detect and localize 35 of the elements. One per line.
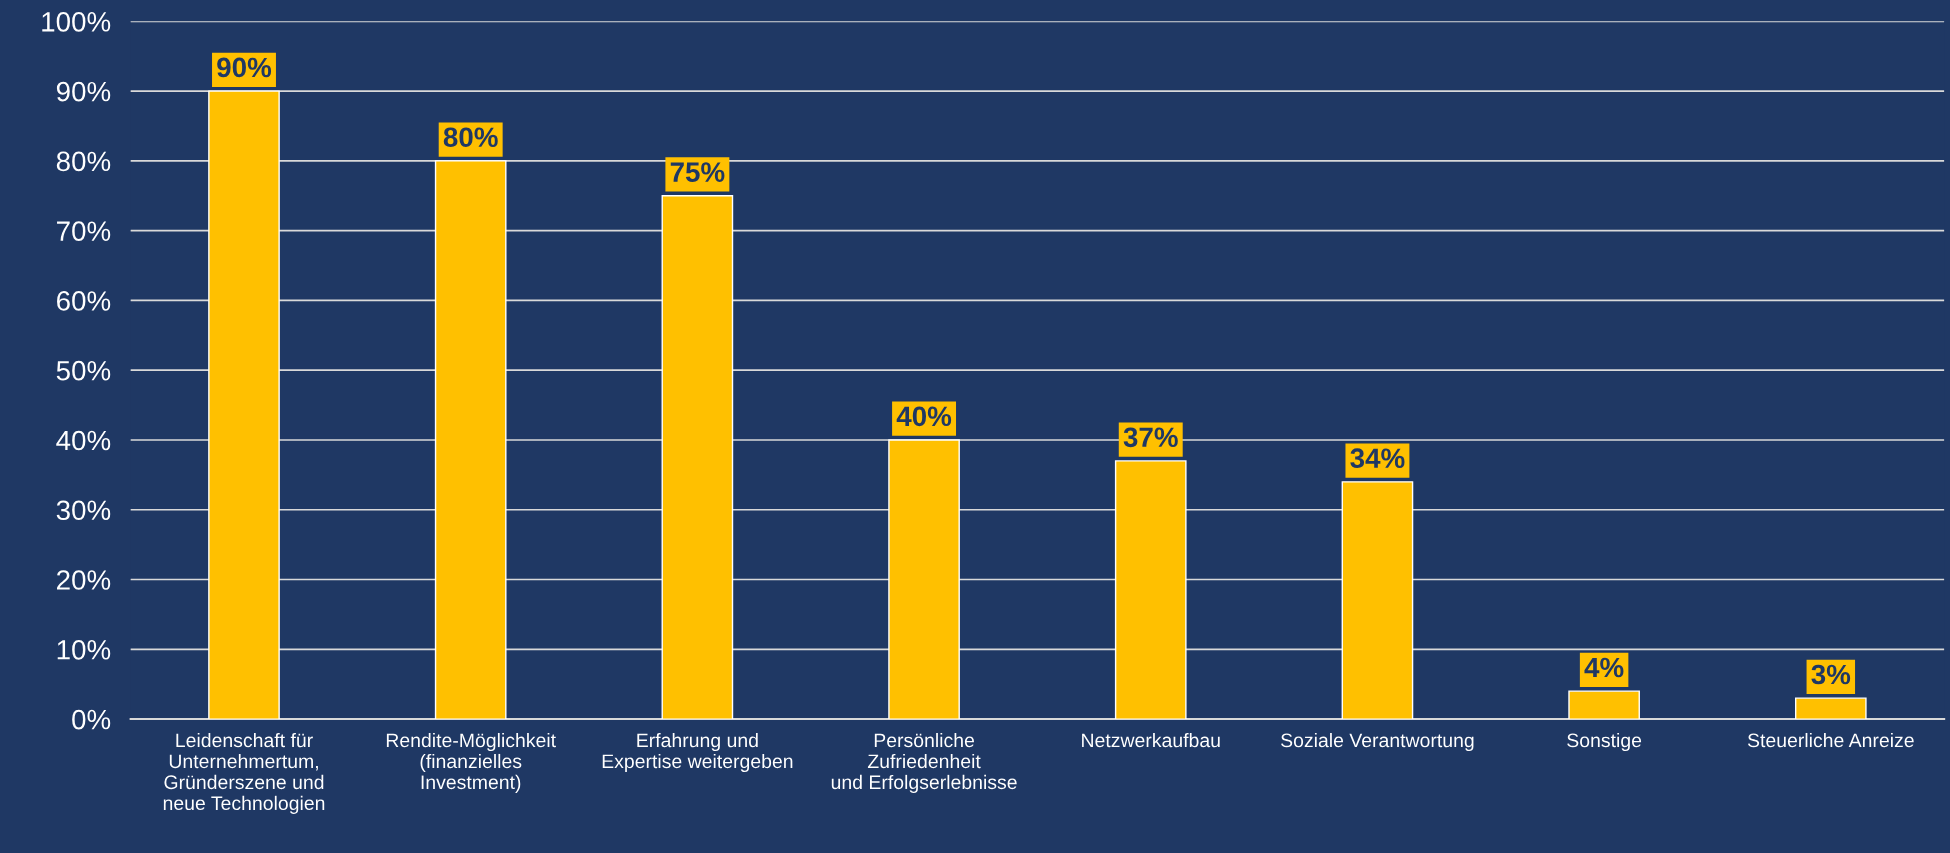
data-label: 90% [217, 57, 272, 78]
bar [1114, 460, 1187, 720]
data-label: 37% [1123, 427, 1178, 448]
y-tick-label: 90% [56, 81, 111, 102]
y-tick-label: 100% [42, 11, 111, 32]
x-tick-label: Soziale Verantwortung [1281, 732, 1474, 752]
data-label: 3% [1811, 664, 1851, 685]
data-label: 75% [670, 162, 725, 182]
bar [888, 439, 960, 720]
y-tick-label: 20% [57, 570, 111, 590]
bar [1794, 697, 1867, 720]
x-tick-label: Sonstige [1567, 732, 1642, 752]
y-tick-label: 0% [72, 709, 111, 730]
bar [1568, 690, 1640, 720]
bar [1341, 481, 1414, 720]
data-label: 34% [1350, 448, 1405, 469]
y-tick-label: 80% [56, 151, 111, 172]
bar [434, 160, 507, 720]
data-label: 4% [1584, 657, 1624, 678]
x-tick-label: Rendite-Möglichkeit (finanzielles Investment) [386, 732, 556, 793]
bar [661, 195, 734, 720]
y-tick-label: 50% [56, 360, 111, 381]
y-tick-label: 70% [57, 221, 111, 241]
bar [208, 90, 280, 720]
x-tick-label: Netzwerkaufbau [1082, 732, 1220, 748]
data-label: 80% [443, 127, 498, 148]
y-tick-label: 40% [56, 430, 111, 451]
x-tick-label: Leidenschaft für Unternehmertum, Gründerszene und neue Technologien [163, 732, 325, 814]
y-tick-label: 10% [57, 639, 111, 660]
data-label: 40% [896, 406, 952, 427]
x-tick-label: Persönliche Zufriedenheit und Erfolgserlebnisse [831, 732, 1017, 793]
x-tick-label: Erfahrung und Expertise weitergeben [602, 732, 793, 773]
x-tick-label: Steuerliche Anreize [1747, 732, 1914, 748]
y-tick-label: 60% [57, 291, 111, 311]
y-tick-label: 30% [56, 500, 111, 521]
